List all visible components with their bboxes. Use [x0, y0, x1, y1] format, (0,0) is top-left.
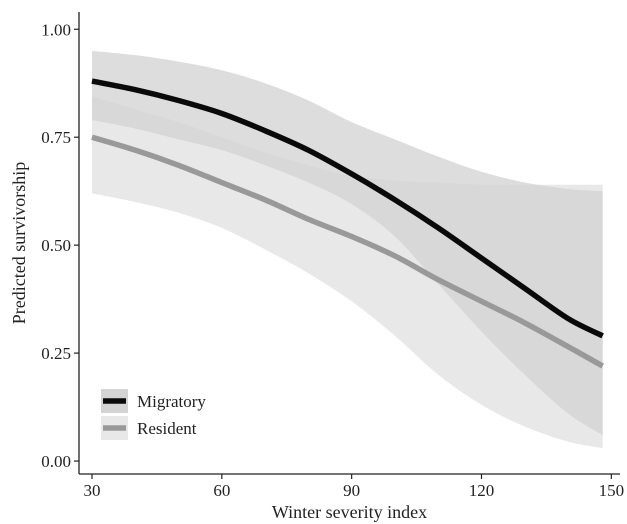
x-tick-label: 120: [469, 481, 495, 500]
legend-label-migratory: Migratory: [137, 392, 206, 411]
y-tick-label: 0.75: [41, 128, 71, 147]
legend: Migratory Resident: [101, 389, 206, 440]
axes: 30 60 90 120 150 0.00 0.25 0.50 0.75 1.00: [41, 12, 624, 500]
y-axis-title: Predicted survivorship: [9, 162, 29, 324]
x-tick-label: 30: [83, 481, 100, 500]
y-tick-label: 0.25: [41, 344, 71, 363]
y-tick-label: 0.00: [41, 452, 71, 471]
x-tick-label: 150: [599, 481, 625, 500]
series-lines: [91, 78, 605, 369]
legend-label-resident: Resident: [137, 419, 197, 438]
series-line-resident: [91, 134, 605, 369]
x-axis-title: Winter severity index: [272, 502, 427, 522]
series-line-migratory: [91, 78, 604, 339]
y-tick-label: 1.00: [41, 20, 71, 39]
ribbon-migratory: [91, 50, 603, 436]
confidence-ribbons: [91, 50, 603, 449]
x-tick-label: 90: [343, 481, 360, 500]
y-tick-label: 0.50: [41, 236, 71, 255]
x-tick-label: 60: [213, 481, 230, 500]
